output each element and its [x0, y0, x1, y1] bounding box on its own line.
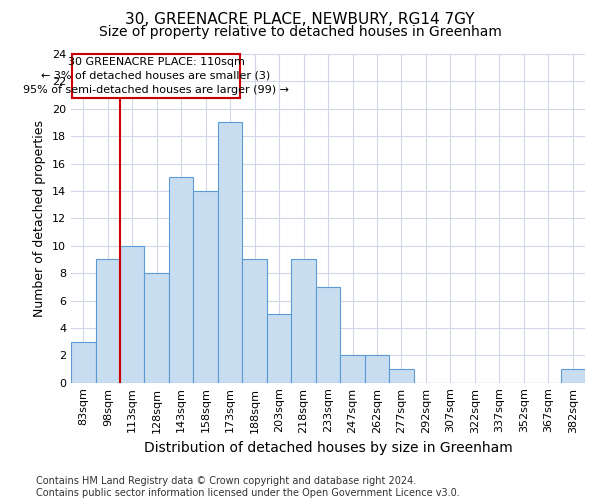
- Bar: [316, 287, 340, 382]
- Bar: [145, 273, 169, 382]
- Bar: [365, 356, 389, 382]
- Bar: [71, 342, 95, 382]
- Text: 30 GREENACRE PLACE: 110sqm
← 3% of detached houses are smaller (3)
95% of semi-d: 30 GREENACRE PLACE: 110sqm ← 3% of detac…: [23, 57, 289, 95]
- Bar: [389, 369, 413, 382]
- Bar: [169, 178, 193, 382]
- Bar: [267, 314, 292, 382]
- Text: Size of property relative to detached houses in Greenham: Size of property relative to detached ho…: [98, 25, 502, 39]
- X-axis label: Distribution of detached houses by size in Greenham: Distribution of detached houses by size …: [143, 441, 512, 455]
- Bar: [95, 260, 120, 382]
- Bar: [193, 191, 218, 382]
- Text: Contains HM Land Registry data © Crown copyright and database right 2024.
Contai: Contains HM Land Registry data © Crown c…: [36, 476, 460, 498]
- Bar: [292, 260, 316, 382]
- Y-axis label: Number of detached properties: Number of detached properties: [34, 120, 46, 317]
- Bar: [72, 54, 240, 98]
- Bar: [120, 246, 145, 382]
- Bar: [340, 356, 365, 382]
- Text: 30, GREENACRE PLACE, NEWBURY, RG14 7GY: 30, GREENACRE PLACE, NEWBURY, RG14 7GY: [125, 12, 475, 28]
- Bar: [218, 122, 242, 382]
- Bar: [242, 260, 267, 382]
- Bar: [560, 369, 585, 382]
